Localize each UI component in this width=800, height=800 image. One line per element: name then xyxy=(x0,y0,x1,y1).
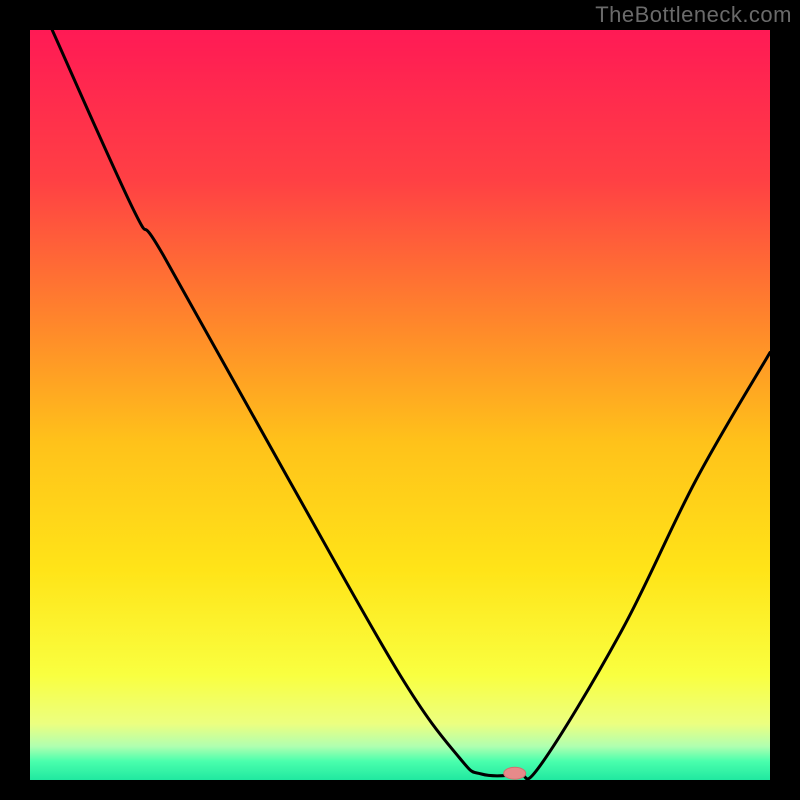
chart-border-right xyxy=(770,0,800,800)
optimal-point-marker xyxy=(504,767,526,779)
bottleneck-chart xyxy=(0,0,800,800)
chart-gradient-background xyxy=(30,30,770,780)
chart-border-left xyxy=(0,0,30,800)
chart-border-bottom xyxy=(0,780,800,800)
watermark-text: TheBottleneck.com xyxy=(595,2,792,28)
